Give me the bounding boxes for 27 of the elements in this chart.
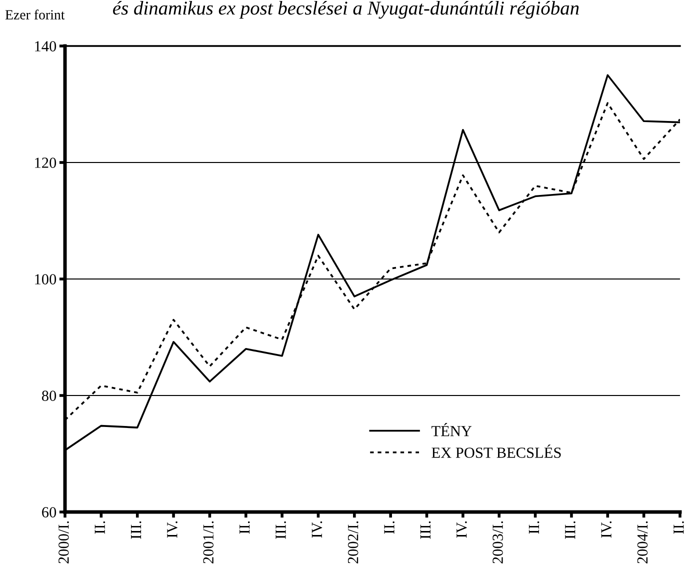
x-tick-label: II. [240, 521, 250, 534]
y-tick-label: 140 [35, 41, 56, 52]
x-tick-label: II. [528, 521, 540, 534]
y-tick-label: 100 [35, 274, 56, 284]
x-tick-label: 2002/I. [348, 521, 358, 564]
x-tick-label: 2004/I. [637, 521, 648, 564]
x-tick-label: III. [276, 521, 286, 539]
x-tick-label: II. [94, 521, 106, 534]
x-tick-label: 2003/I. [492, 521, 504, 564]
y-tick-label: 120 [35, 158, 56, 168]
x-tick-label: III. [131, 521, 142, 539]
chart-title: és dinamikus ex post becslései a Nyugat-dunántúli régióban [113, 1, 579, 19]
x-tick-label: 2001/I. [203, 521, 214, 564]
legend-label: EX POST BECSLÉS [432, 444, 561, 458]
x-tick-label: IV. [601, 521, 612, 538]
legend-label: TÉNY [432, 423, 472, 436]
x-tick-label: II. [384, 521, 394, 534]
x-tick-label: II. [674, 521, 684, 534]
y-axis-title: Ezer forint [5, 10, 65, 20]
x-tick-label: 2000/I. [58, 521, 69, 564]
x-tick-label: IV. [167, 521, 178, 538]
y-tick-label: 80 [42, 390, 56, 401]
x-tick-label: IV. [312, 521, 322, 538]
x-tick-label: IV. [456, 521, 467, 538]
x-tick-label: III. [420, 521, 431, 539]
x-tick-label: III. [565, 521, 576, 539]
y-tick-label: 60 [42, 507, 56, 518]
